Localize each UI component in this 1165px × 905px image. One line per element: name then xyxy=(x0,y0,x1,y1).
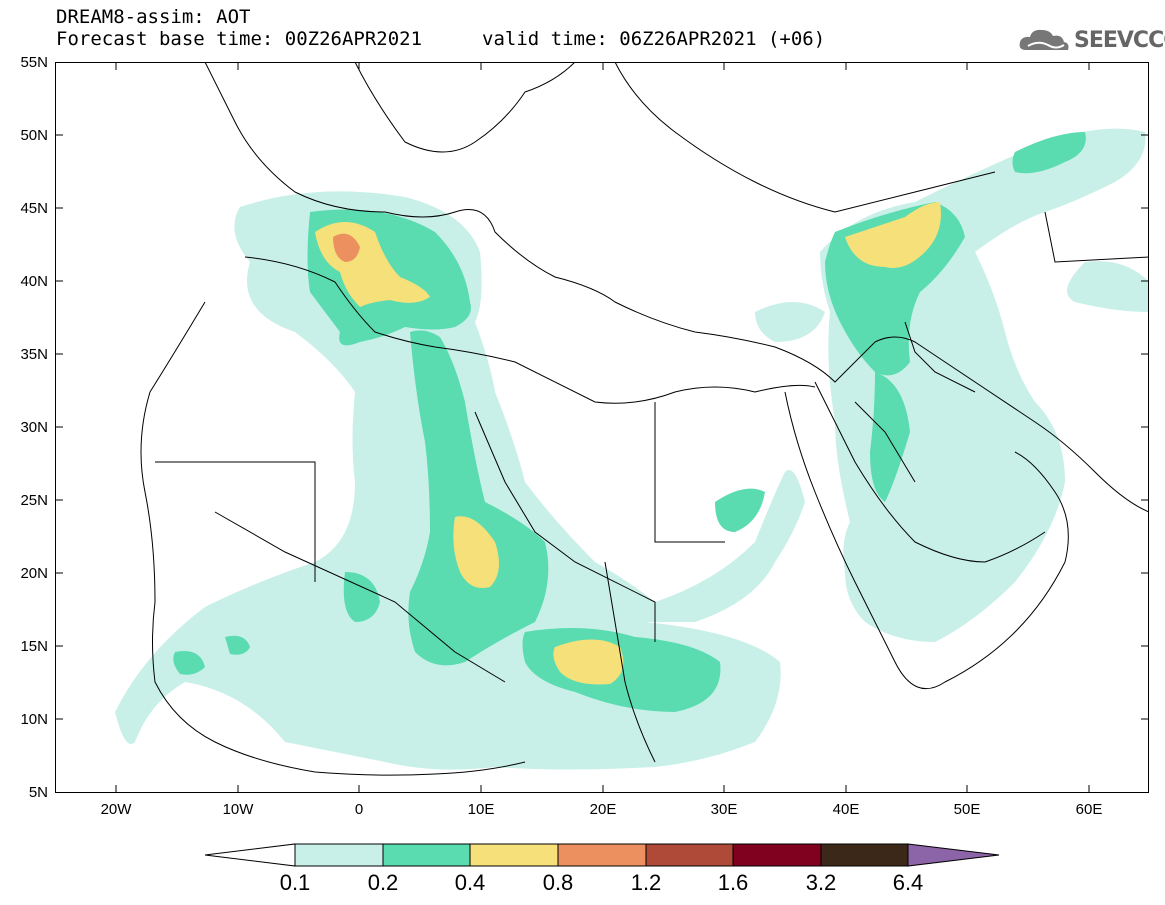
lat-label: 50N xyxy=(20,127,48,144)
lat-label: 15N xyxy=(20,638,48,655)
lat-label: 30N xyxy=(20,419,48,436)
lon-label: 60E xyxy=(1075,801,1103,818)
logo-text: SEEVCCC xyxy=(1074,28,1165,53)
colorbar-bin xyxy=(382,843,471,867)
forecast-base-time: Forecast base time: 00Z26APR2021 xyxy=(56,28,423,50)
lon-label: 40E xyxy=(832,801,860,818)
colorbar xyxy=(205,843,1000,867)
lon-label: 10W xyxy=(222,801,254,818)
colorbar-label: 0.1 xyxy=(279,870,311,895)
lon-label: 20W xyxy=(100,801,132,818)
colorbar-under-arrow xyxy=(205,843,296,867)
lon-ticks xyxy=(115,62,1090,793)
colorbar-label: 1.6 xyxy=(717,870,749,895)
colorbar-bin xyxy=(732,843,822,867)
lon-label: 0 xyxy=(354,801,364,818)
lon-label: 30E xyxy=(710,801,738,818)
lon-label: 10E xyxy=(467,801,495,818)
lat-label: 25N xyxy=(20,492,48,509)
lat-label: 20N xyxy=(20,565,48,582)
colorbar-bin xyxy=(820,843,909,867)
colorbar-label: 6.4 xyxy=(892,870,924,895)
colorbar-bin xyxy=(469,843,559,867)
lon-label: 20E xyxy=(589,801,617,818)
aot-contour-0.8 xyxy=(333,233,360,262)
lat-label: 10N xyxy=(20,711,48,728)
cloud-icon xyxy=(1019,29,1069,50)
colorbar-bin xyxy=(557,843,647,867)
lat-ticks xyxy=(55,62,1149,720)
colorbar-label: 1.2 xyxy=(630,870,662,895)
colorbar-label: 0.8 xyxy=(542,870,574,895)
lat-label: 40N xyxy=(20,273,48,290)
seevccc-logo: SEEVCCC xyxy=(1018,26,1165,56)
aot-map xyxy=(55,62,1149,793)
colorbar-label: 0.4 xyxy=(454,870,486,895)
colorbar-bin xyxy=(645,843,734,867)
map-title: DREAM8-assim: AOT xyxy=(56,6,251,28)
lat-label: 35N xyxy=(20,346,48,363)
lon-label: 50E xyxy=(953,801,981,818)
colorbar-over-arrow xyxy=(907,843,1000,867)
lat-label: 5N xyxy=(28,784,48,801)
lat-label: 55N xyxy=(20,54,48,71)
colorbar-label: 0.2 xyxy=(367,870,399,895)
valid-time: valid time: 06Z26APR2021 (+06) xyxy=(482,28,826,50)
colorbar-label: 3.2 xyxy=(805,870,837,895)
coastlines xyxy=(140,62,1149,776)
colorbar-bin xyxy=(294,843,384,867)
lat-label: 45N xyxy=(20,200,48,217)
